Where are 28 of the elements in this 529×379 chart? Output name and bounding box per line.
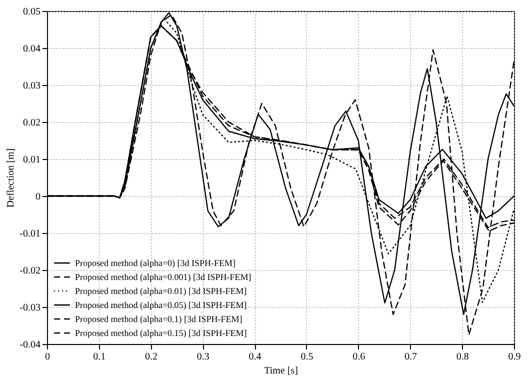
- y-tick-label: -0.01: [20, 228, 40, 240]
- x-tick-label: 0.1: [93, 352, 106, 362]
- x-axis-title: Time [s]: [264, 366, 298, 376]
- x-tick-label: 0: [45, 352, 50, 362]
- x-tick-label: 0.6: [352, 352, 366, 362]
- x-tick-label: 0.4: [248, 352, 262, 362]
- x-tick-label: 0.5: [300, 352, 314, 362]
- y-tick-label: -0.03: [20, 302, 40, 314]
- y-tick-label: 0.05: [23, 6, 40, 18]
- y-tick-label: -0.04: [20, 340, 40, 350]
- x-tick-label: 0.8: [456, 352, 469, 362]
- y-axis-title: Deflection [m]: [6, 148, 17, 208]
- x-tick-label: 0.3: [196, 352, 210, 362]
- legend-label: Proposed method (alpha=0.05) [3d ISPH-FEM]: [75, 300, 247, 310]
- legend-label: Proposed method (alpha=0.1) [3d ISPH-FEM]: [75, 314, 242, 324]
- y-tick-label: 0.04: [23, 44, 40, 54]
- y-tick-label: 0: [36, 192, 40, 202]
- legend-label: Proposed method (alpha=0) [3d ISPH-FEM]: [75, 258, 236, 268]
- x-tick-label: 0.9: [508, 352, 521, 362]
- x-tick-label: 0.2: [145, 352, 158, 362]
- x-tick-label: 0.7: [404, 352, 417, 362]
- y-tick-label: 0.01: [23, 154, 40, 166]
- legend-label: Proposed method (alpha=0.15) [3d ISPH-FEM]: [75, 328, 247, 338]
- y-tick-label: -0.02: [20, 266, 40, 276]
- y-tick-label: 0.02: [23, 118, 40, 128]
- y-tick-label: 0.03: [23, 80, 40, 92]
- legend-label: Proposed method (alpha=0.01) [3d ISPH-FEM]: [75, 286, 247, 296]
- legend-label: Proposed method (alpha=0.001) [3d ISPH-FEM]: [75, 272, 252, 282]
